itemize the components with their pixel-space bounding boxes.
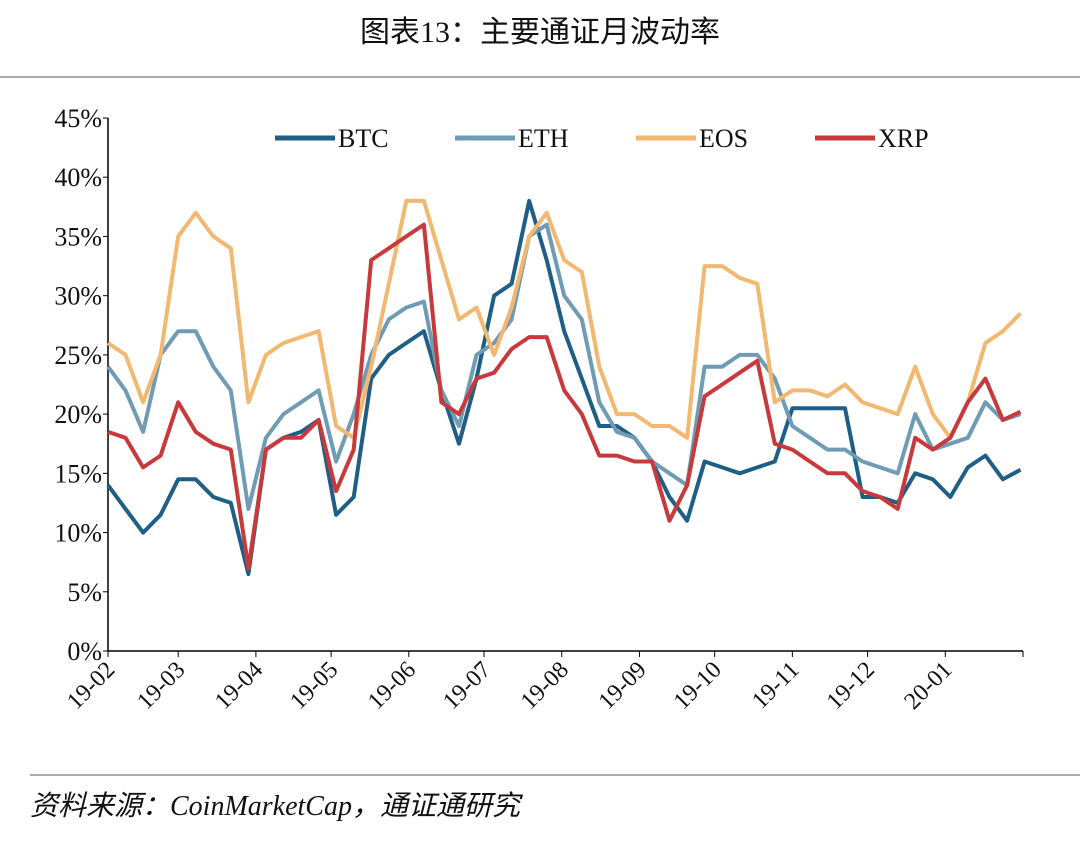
x-tick-label: 19-05 xyxy=(285,657,343,715)
legend-label: ETH xyxy=(518,124,569,153)
x-tick-label: 19-10 xyxy=(669,657,727,715)
chart-title: 图表13：主要通证月波动率 xyxy=(360,16,720,49)
series-line xyxy=(106,198,1022,440)
legend-label: XRP xyxy=(878,124,929,153)
x-tick-label: 19-09 xyxy=(594,657,652,715)
y-tick-label: 5% xyxy=(67,578,102,607)
y-tick-label: 20% xyxy=(54,400,102,429)
series-line xyxy=(106,222,1022,511)
legend-label: BTC xyxy=(338,124,389,153)
x-tick-label: 19-03 xyxy=(132,657,190,715)
x-tick-label: 19-04 xyxy=(210,657,268,715)
y-tick-label: 35% xyxy=(54,222,102,251)
series-line xyxy=(107,222,1022,571)
y-tick-label: 0% xyxy=(67,637,102,666)
y-tick-label: 15% xyxy=(54,459,102,488)
y-tick-label: 40% xyxy=(54,163,102,192)
y-tick-label: 30% xyxy=(54,282,102,311)
x-tick-label: 19-07 xyxy=(438,657,496,715)
source-note: 资料来源：CoinMarketCap，通证通研究 xyxy=(30,791,523,822)
x-tick-label: 19-11 xyxy=(747,657,804,714)
x-tick-label: 19-06 xyxy=(363,657,421,715)
x-tick-label: 19-12 xyxy=(822,657,880,715)
x-tick-label: 19-08 xyxy=(516,657,574,715)
y-tick-label: 10% xyxy=(54,519,102,548)
y-tick-label: 25% xyxy=(54,341,102,370)
x-tick-label: 20-01 xyxy=(900,657,958,715)
legend-label: EOS xyxy=(699,124,748,153)
y-tick-label: 45% xyxy=(54,104,102,133)
